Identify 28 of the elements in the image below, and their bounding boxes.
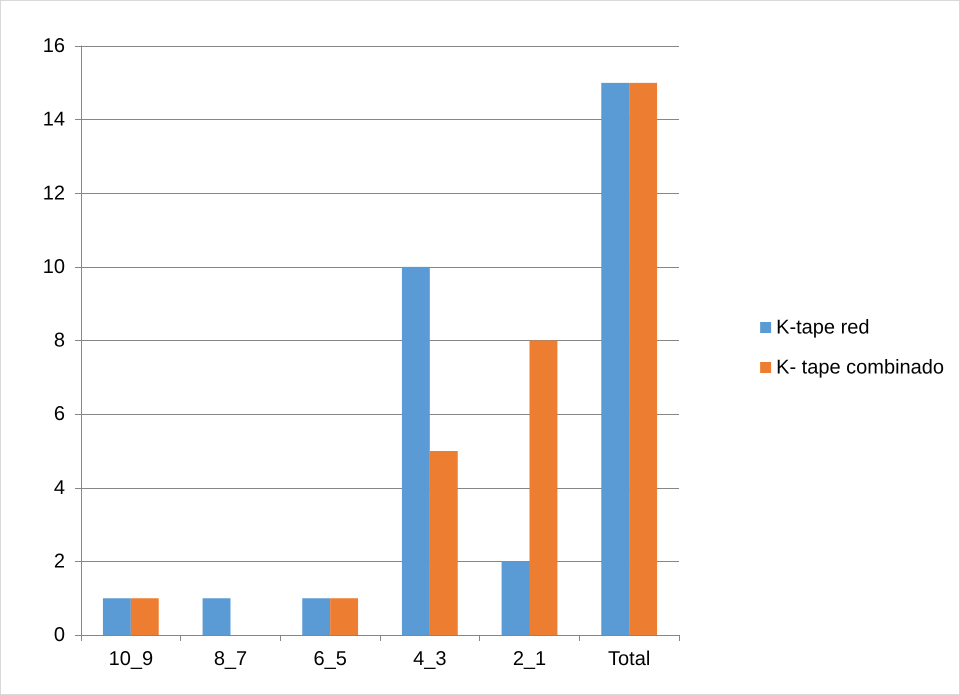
x-tick-label: 10_9: [108, 648, 154, 670]
bar: [102, 598, 131, 635]
y-tick-label: 12: [42, 182, 65, 204]
x-tick-label: Total: [608, 648, 650, 670]
legend-label: K-tape red: [776, 316, 870, 338]
y-tick-label: 6: [54, 403, 65, 426]
bar: [601, 82, 630, 635]
y-tick-label: 10: [42, 256, 65, 278]
y-tick-label: 2: [54, 550, 65, 572]
y-tick-label: 14: [42, 108, 65, 131]
y-tick-label: 8: [54, 330, 65, 352]
bar: [302, 598, 330, 635]
bar: [130, 598, 159, 635]
bar: [530, 340, 558, 635]
bar: [430, 450, 458, 635]
y-tick-label: 0: [54, 624, 65, 646]
bar: [330, 598, 358, 635]
x-tick-label: 4_3: [413, 648, 447, 670]
y-tick-label: 4: [54, 476, 65, 499]
x-tick-label: 6_5: [313, 648, 347, 670]
bar: [629, 82, 658, 635]
legend-label: K- tape combinado: [776, 356, 944, 378]
bar: [402, 266, 430, 635]
y-tick-label: 16: [42, 35, 65, 57]
x-tick-label: 2_1: [512, 648, 546, 670]
bar: [202, 598, 230, 635]
x-tick-label: 8_7: [214, 648, 248, 670]
bar: [502, 561, 530, 635]
